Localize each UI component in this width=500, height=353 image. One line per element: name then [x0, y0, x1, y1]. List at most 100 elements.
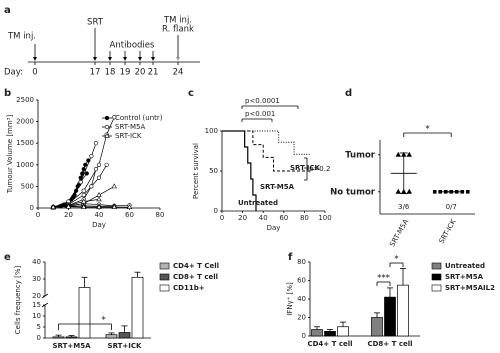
x-tick-label: 0 [220, 214, 224, 222]
day-value: 21 [148, 68, 159, 78]
y-tick-label: 20 [297, 314, 306, 322]
y-tick-label: 1500 [16, 139, 34, 147]
x-tick-label: SRT-ICK [438, 218, 458, 245]
x-tick-label: CD8+ T cell [367, 340, 412, 348]
data-point [111, 183, 117, 189]
y-axis-label: IFNγ⁺ [%] [286, 282, 294, 316]
y-tick-label: No tumor [330, 187, 376, 197]
bar [105, 334, 118, 339]
legend-label: SRT-M5A [115, 123, 145, 131]
x-axis-label: Day [92, 221, 106, 229]
arrow-head [123, 57, 127, 61]
y-axis-label: Percent survival [192, 143, 200, 199]
legend-label: CD11b+ [173, 284, 205, 292]
significance-star: *** [377, 274, 390, 284]
data-point [89, 184, 94, 189]
significance-star: * [101, 316, 105, 326]
y-tick-label: 20 [32, 292, 41, 300]
legend-marker [104, 115, 110, 121]
data-point [432, 190, 437, 194]
y-tick-label: 30 [32, 275, 41, 283]
data-point [81, 188, 86, 193]
y-tick-label: 50 [209, 167, 218, 175]
y-tick-label: 0 [37, 334, 41, 342]
legend-label: CD4+ T Cell [173, 262, 219, 270]
x-tick-label: SRT-M5A [388, 218, 410, 248]
legend-swatch [159, 273, 170, 281]
data-point [65, 203, 72, 209]
x-tick-label: 100 [318, 214, 331, 222]
panel-label: b [4, 88, 11, 99]
data-point [93, 167, 99, 172]
bar [371, 317, 383, 337]
panel-label: a [4, 5, 11, 16]
x-tick-label: 60 [279, 214, 288, 222]
survival-curve [222, 130, 257, 211]
y-tick-label: 1000 [16, 161, 34, 169]
legend-swatch [431, 273, 442, 281]
data-point [395, 188, 401, 194]
y-tick-label: 15 [32, 301, 41, 309]
legend-label: SRT+M5A [445, 273, 484, 281]
legend-label: CD8+ T cell [173, 273, 218, 281]
bar [311, 329, 323, 337]
data-point [96, 175, 102, 180]
x-tick-label: SRT+ICK [108, 342, 142, 350]
data-point [406, 151, 412, 157]
event-label: TM inj. [7, 32, 36, 42]
legend-label: Control (untr) [115, 114, 163, 122]
legend-marker [104, 132, 110, 138]
arrow-head [108, 57, 112, 61]
y-axis-label: Tumour Volume [mm³] [6, 115, 14, 195]
curve-label: SRT-ICK [290, 164, 321, 172]
x-tick-label: 60 [125, 211, 134, 219]
x-tick-label: 20 [238, 214, 247, 222]
y-tick-label: 0 [30, 204, 34, 212]
data-point [93, 141, 99, 146]
y-tick-label: 10 [32, 312, 41, 320]
day-value: 0 [32, 68, 37, 78]
bar [397, 284, 409, 337]
data-point [96, 204, 102, 210]
x-axis-label: Day [267, 224, 281, 232]
data-point [104, 162, 109, 167]
y-tick-label: 100 [205, 127, 218, 135]
arrow-head [138, 57, 142, 61]
p-value: p=0.2 [309, 165, 330, 173]
data-point [81, 204, 87, 210]
legend-swatch [159, 262, 170, 270]
y-axis-label: Cells frequency [%] [14, 266, 22, 335]
event-label: R. flank [162, 25, 194, 35]
count-label: 0/7 [446, 203, 457, 211]
x-tick-label: 80 [156, 211, 165, 219]
significance-star: * [394, 255, 398, 265]
data-point [406, 188, 412, 194]
y-tick-label: 2000 [16, 118, 34, 126]
x-tick-label: 40 [259, 214, 268, 222]
y-tick-label: 80 [297, 258, 306, 266]
curve-label: SRT-M5A [260, 183, 295, 191]
p-value: p<0.001 [245, 110, 275, 118]
legend-marker [104, 124, 110, 130]
y-tick-label: 0 [214, 207, 218, 215]
y-tick-label: 40 [297, 295, 306, 303]
data-point [81, 192, 86, 198]
y-tick-label: 60 [297, 277, 306, 285]
x-tick-label: 80 [300, 214, 309, 222]
panel-label: d [345, 88, 352, 99]
day-value: 17 [90, 68, 101, 78]
day-value: 20 [135, 68, 146, 78]
significance-star: * [425, 125, 429, 135]
data-point [96, 162, 102, 167]
x-tick-label: 40 [95, 211, 104, 219]
y-tick-label: Tumor [345, 150, 376, 160]
y-tick-label: 500 [21, 182, 34, 190]
data-point [111, 204, 117, 210]
day-value: 24 [173, 68, 184, 78]
bar [324, 331, 336, 337]
legend-swatch [431, 284, 442, 292]
data-point [96, 192, 102, 197]
y-tick-label: 5 [37, 323, 41, 331]
event-label: TM inj. [163, 16, 192, 26]
